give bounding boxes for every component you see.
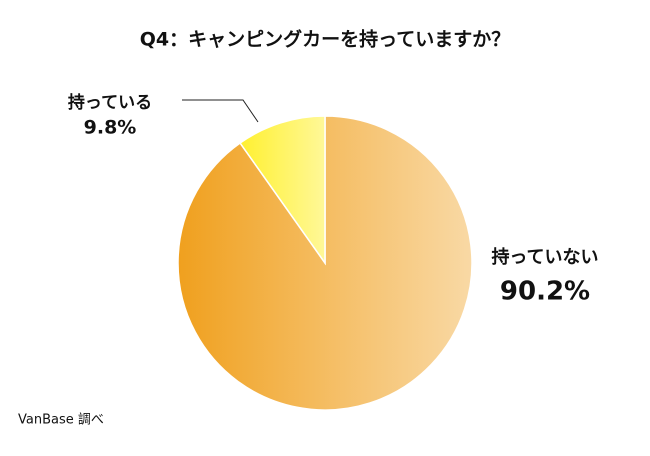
slice-value-label: 90.2%: [500, 277, 590, 307]
slice-label: 持っていない: [491, 246, 598, 268]
slice-label: 持っている: [68, 92, 152, 113]
chart-title: Q4：キャンピングカーを持っていますか？: [140, 28, 510, 51]
source: VanBase 調べ: [18, 413, 104, 428]
pie-slice: [239, 115, 326, 266]
slice-value-label: 9.8%: [84, 117, 137, 139]
leader-line: [182, 99, 259, 123]
